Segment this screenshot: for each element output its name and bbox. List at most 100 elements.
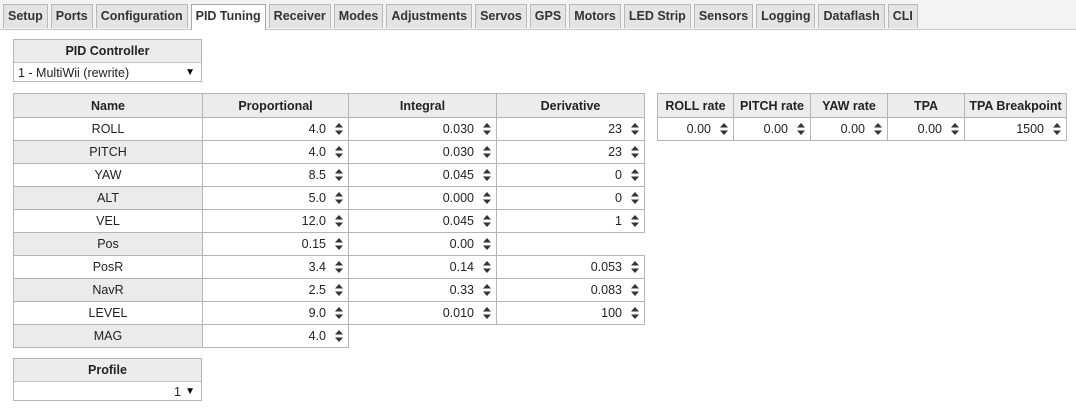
spinner-updown-icon[interactable] — [951, 123, 959, 135]
integral-cell[interactable]: 0.030 — [348, 140, 497, 164]
tpa-breakpoint-cell-input[interactable]: 1500 — [965, 118, 1066, 140]
derivative-cell-input[interactable]: 100 — [497, 302, 644, 324]
integral-cell[interactable]: 0.33 — [348, 278, 497, 302]
tab-configuration[interactable]: Configuration — [95, 4, 188, 28]
derivative-cell-input[interactable]: 0.083 — [497, 279, 644, 301]
proportional-cell[interactable]: 9.0 — [202, 301, 349, 325]
integral-cell-input[interactable]: 0.14 — [349, 256, 496, 278]
spinner-updown-icon[interactable] — [483, 284, 491, 296]
profile-select[interactable]: 1 ▼ — [14, 382, 201, 402]
proportional-cell-input[interactable]: 5.0 — [203, 187, 348, 209]
tab-pid-tuning[interactable]: PID Tuning — [190, 4, 266, 30]
derivative-cell[interactable]: 1 — [496, 209, 645, 233]
tab-sensors[interactable]: Sensors — [693, 4, 754, 28]
spinner-updown-icon[interactable] — [631, 123, 639, 135]
tab-servos[interactable]: Servos — [475, 4, 527, 28]
tab-cli[interactable]: CLI — [887, 4, 918, 28]
integral-cell-input[interactable]: 0.045 — [349, 210, 496, 232]
proportional-cell-input[interactable]: 9.0 — [203, 302, 348, 324]
proportional-cell-input[interactable]: 12.0 — [203, 210, 348, 232]
proportional-cell-input[interactable]: 4.0 — [203, 118, 348, 140]
proportional-cell-input[interactable]: 4.0 — [203, 141, 348, 163]
tpa-breakpoint-cell[interactable]: 1500 — [964, 117, 1067, 141]
spinner-updown-icon[interactable] — [335, 261, 343, 273]
derivative-cell[interactable]: 100 — [496, 301, 645, 325]
spinner-updown-icon[interactable] — [631, 284, 639, 296]
integral-cell-input[interactable]: 0.000 — [349, 187, 496, 209]
proportional-cell-input[interactable]: 3.4 — [203, 256, 348, 278]
pid-controller-select[interactable]: 1 - MultiWii (rewrite) ▼ — [14, 63, 201, 83]
proportional-cell-input[interactable]: 4.0 — [203, 325, 348, 347]
tpa-cell[interactable]: 0.00 — [887, 117, 965, 141]
spinner-updown-icon[interactable] — [483, 169, 491, 181]
spinner-updown-icon[interactable] — [631, 215, 639, 227]
spinner-updown-icon[interactable] — [335, 307, 343, 319]
derivative-cell-input[interactable]: 0.053 — [497, 256, 644, 278]
spinner-updown-icon[interactable] — [483, 215, 491, 227]
spinner-updown-icon[interactable] — [335, 192, 343, 204]
spinner-updown-icon[interactable] — [797, 123, 805, 135]
integral-cell-input[interactable]: 0.00 — [349, 233, 496, 255]
proportional-cell[interactable]: 8.5 — [202, 163, 349, 187]
derivative-cell[interactable]: 23 — [496, 140, 645, 164]
integral-cell-input[interactable]: 0.030 — [349, 141, 496, 163]
proportional-cell[interactable]: 12.0 — [202, 209, 349, 233]
tab-adjustments[interactable]: Adjustments — [386, 4, 473, 28]
derivative-cell-input[interactable]: 23 — [497, 141, 644, 163]
derivative-cell[interactable]: 0.053 — [496, 255, 645, 279]
spinner-updown-icon[interactable] — [335, 284, 343, 296]
integral-cell-input[interactable]: 0.010 — [349, 302, 496, 324]
integral-cell[interactable]: 0.045 — [348, 209, 497, 233]
spinner-updown-icon[interactable] — [631, 261, 639, 273]
yaw-rate-cell[interactable]: 0.00 — [810, 117, 888, 141]
proportional-cell[interactable]: 4.0 — [202, 140, 349, 164]
yaw-rate-cell-input[interactable]: 0.00 — [811, 118, 887, 140]
spinner-updown-icon[interactable] — [631, 192, 639, 204]
derivative-cell-input[interactable]: 0 — [497, 187, 644, 209]
integral-cell[interactable]: 0.045 — [348, 163, 497, 187]
tab-led-strip[interactable]: LED Strip — [623, 4, 691, 28]
tpa-cell-input[interactable]: 0.00 — [888, 118, 964, 140]
spinner-updown-icon[interactable] — [335, 238, 343, 250]
integral-cell-input[interactable]: 0.045 — [349, 164, 496, 186]
derivative-cell[interactable]: 23 — [496, 117, 645, 141]
derivative-cell-input[interactable]: 0 — [497, 164, 644, 186]
proportional-cell-input[interactable]: 2.5 — [203, 279, 348, 301]
tab-dataflash[interactable]: Dataflash — [818, 4, 885, 28]
spinner-updown-icon[interactable] — [631, 169, 639, 181]
spinner-updown-icon[interactable] — [483, 307, 491, 319]
tab-gps[interactable]: GPS — [529, 4, 567, 28]
spinner-updown-icon[interactable] — [335, 215, 343, 227]
spinner-updown-icon[interactable] — [483, 146, 491, 158]
pitch-rate-cell[interactable]: 0.00 — [733, 117, 811, 141]
tab-logging[interactable]: Logging — [756, 4, 816, 28]
spinner-updown-icon[interactable] — [335, 123, 343, 135]
spinner-updown-icon[interactable] — [483, 238, 491, 250]
integral-cell[interactable]: 0.030 — [348, 117, 497, 141]
derivative-cell[interactable]: 0 — [496, 186, 645, 210]
spinner-updown-icon[interactable] — [335, 330, 343, 342]
proportional-cell[interactable]: 3.4 — [202, 255, 349, 279]
integral-cell[interactable]: 0.14 — [348, 255, 497, 279]
spinner-updown-icon[interactable] — [483, 192, 491, 204]
tab-modes[interactable]: Modes — [333, 4, 384, 28]
proportional-cell[interactable]: 4.0 — [202, 117, 349, 141]
spinner-updown-icon[interactable] — [631, 146, 639, 158]
tab-setup[interactable]: Setup — [3, 4, 48, 28]
proportional-cell[interactable]: 2.5 — [202, 278, 349, 302]
integral-cell[interactable]: 0.000 — [348, 186, 497, 210]
integral-cell[interactable]: 0.010 — [348, 301, 497, 325]
integral-cell-input[interactable]: 0.33 — [349, 279, 496, 301]
integral-cell[interactable]: 0.00 — [348, 232, 497, 256]
roll-rate-cell-input[interactable]: 0.00 — [658, 118, 733, 140]
integral-cell-input[interactable]: 0.030 — [349, 118, 496, 140]
spinner-updown-icon[interactable] — [874, 123, 882, 135]
derivative-cell-input[interactable]: 23 — [497, 118, 644, 140]
proportional-cell[interactable]: 5.0 — [202, 186, 349, 210]
spinner-updown-icon[interactable] — [483, 123, 491, 135]
proportional-cell-input[interactable]: 0.15 — [203, 233, 348, 255]
tab-ports[interactable]: Ports — [50, 4, 93, 28]
pitch-rate-cell-input[interactable]: 0.00 — [734, 118, 810, 140]
proportional-cell-input[interactable]: 8.5 — [203, 164, 348, 186]
spinner-updown-icon[interactable] — [1053, 123, 1061, 135]
